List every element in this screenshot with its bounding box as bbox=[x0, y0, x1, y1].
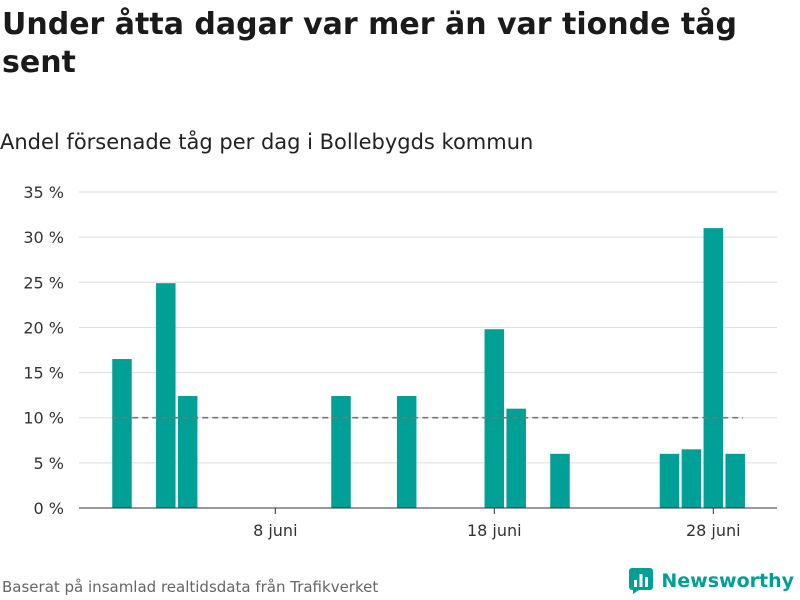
chart-title: Under åtta dagar var mer än var tionde t… bbox=[2, 7, 737, 80]
bar bbox=[550, 453, 570, 508]
source-note: Baserat på insamlad realtidsdata från Tr… bbox=[2, 578, 379, 596]
y-tick-label: 35 % bbox=[23, 183, 64, 202]
brand-logo: Newsworthy bbox=[629, 568, 794, 594]
x-tick-label: 18 juni bbox=[467, 521, 522, 540]
brand-name: Newsworthy bbox=[661, 570, 794, 592]
y-tick-label: 5 % bbox=[34, 454, 64, 473]
bar bbox=[331, 396, 351, 508]
chart-logo-icon bbox=[629, 568, 654, 594]
bar bbox=[681, 449, 702, 508]
x-tick-label: 8 juni bbox=[253, 521, 297, 540]
bar bbox=[112, 359, 132, 508]
bar bbox=[177, 396, 198, 508]
y-tick-label: 20 % bbox=[23, 318, 64, 337]
y-tick-label: 30 % bbox=[23, 228, 64, 247]
bar bbox=[659, 453, 680, 508]
bar bbox=[484, 329, 505, 508]
bar bbox=[396, 396, 417, 508]
y-tick-label: 10 % bbox=[23, 409, 64, 428]
y-tick-label: 25 % bbox=[23, 273, 64, 292]
bar-chart: 0 % 5 % 10 % 15 % 20 % 25 % 30 % 35 % 8 juni 18 j… bbox=[23, 183, 777, 540]
bar bbox=[506, 408, 526, 508]
bar bbox=[725, 453, 745, 508]
chart-subtitle: Andel försenade tåg per dag i Bollebygds… bbox=[0, 130, 534, 154]
bar bbox=[156, 283, 176, 508]
x-tick-label: 28 juni bbox=[686, 521, 741, 540]
y-tick-label: 0 % bbox=[34, 499, 64, 518]
y-tick-label: 15 % bbox=[23, 364, 64, 383]
bar bbox=[703, 228, 724, 508]
